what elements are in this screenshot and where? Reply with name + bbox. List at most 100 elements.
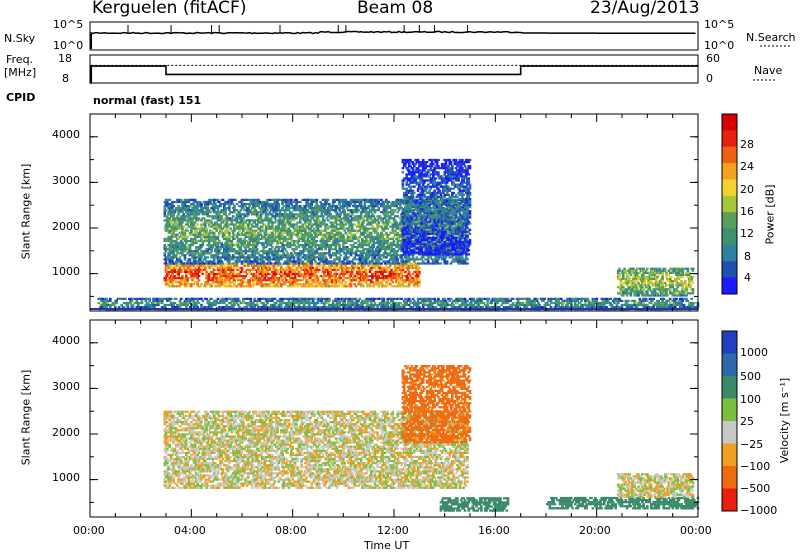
heatmap-cell bbox=[382, 209, 386, 212]
heatmap-cell bbox=[186, 246, 189, 249]
heatmap-cell bbox=[212, 262, 216, 265]
heatmap-cell bbox=[296, 200, 300, 204]
heatmap-cell bbox=[407, 283, 411, 286]
heatmap-cell bbox=[216, 254, 220, 257]
heatmap-cell bbox=[239, 250, 243, 253]
heatmap-cell bbox=[400, 223, 403, 226]
heatmap-cell bbox=[385, 256, 388, 259]
heatmap-cell bbox=[397, 281, 401, 284]
heatmap-cell bbox=[339, 213, 343, 216]
heatmap-cell bbox=[253, 264, 256, 267]
heatmap-cell bbox=[230, 250, 234, 253]
heatmap-cell bbox=[249, 219, 253, 222]
heatmap-cell bbox=[240, 266, 244, 269]
heatmap-cell bbox=[326, 281, 330, 284]
heatmap-cell bbox=[215, 213, 218, 216]
heatmap-cell bbox=[326, 272, 330, 276]
heatmap-cell bbox=[248, 270, 251, 274]
heatmap-cell bbox=[255, 248, 259, 251]
heatmap-cell bbox=[168, 229, 172, 232]
heatmap-cell bbox=[245, 285, 249, 288]
heatmap-cell bbox=[375, 262, 378, 265]
heatmap-cell bbox=[311, 200, 315, 204]
heatmap-cell bbox=[344, 217, 348, 220]
heatmap-cell bbox=[261, 241, 264, 245]
heatmap-cell bbox=[337, 219, 340, 222]
heatmap-cell bbox=[306, 225, 310, 228]
heatmap-cell bbox=[348, 270, 351, 274]
heatmap-cell bbox=[239, 205, 243, 208]
heatmap-cell bbox=[177, 237, 180, 240]
heatmap-cell bbox=[266, 283, 269, 286]
heatmap-cell bbox=[340, 264, 344, 267]
heatmap-cell bbox=[345, 246, 349, 249]
heatmap-cell bbox=[201, 209, 205, 212]
heatmap-cell bbox=[307, 248, 311, 251]
heatmap-cell bbox=[296, 215, 300, 218]
heatmap-cell bbox=[272, 211, 275, 214]
heatmap-cell bbox=[202, 217, 206, 220]
heatmap-cell bbox=[315, 264, 319, 267]
heatmap-cell bbox=[290, 266, 293, 269]
heatmap-cell bbox=[220, 272, 224, 276]
heatmap-cell bbox=[257, 231, 260, 234]
nsky-spikes bbox=[90, 25, 468, 49]
heatmap-cell bbox=[164, 202, 168, 206]
heatmap-cell bbox=[400, 241, 403, 245]
heatmap-cell bbox=[214, 235, 217, 238]
heatmap-cell bbox=[404, 262, 407, 265]
heatmap-cell bbox=[407, 270, 411, 274]
heatmap-cell bbox=[352, 244, 355, 247]
heatmap-cell bbox=[343, 198, 346, 201]
heatmap-cell bbox=[397, 246, 401, 249]
heatmap-cell bbox=[302, 254, 306, 257]
heatmap-cell bbox=[254, 268, 258, 271]
heatmap-cell bbox=[219, 266, 222, 269]
heatmap-cell bbox=[316, 270, 320, 274]
heatmap-cell bbox=[236, 221, 240, 224]
heatmap-cell bbox=[378, 237, 382, 240]
heatmap-cell bbox=[321, 239, 325, 243]
heatmap-cell bbox=[235, 209, 239, 212]
heatmap-cell bbox=[280, 272, 283, 276]
heatmap-cell bbox=[371, 260, 374, 263]
heatmap-cell bbox=[386, 279, 389, 282]
heatmap-cell bbox=[301, 279, 305, 282]
heatmap-cell bbox=[188, 219, 192, 222]
heatmap-cell bbox=[315, 200, 319, 204]
heatmap-cell bbox=[380, 231, 383, 234]
heatmap-cell bbox=[392, 252, 396, 255]
heatmap-cell bbox=[368, 275, 372, 278]
heatmap-cell bbox=[248, 258, 251, 261]
heatmap-cell bbox=[377, 202, 381, 206]
heatmap-cell bbox=[323, 246, 326, 249]
heatmap-cell bbox=[288, 285, 292, 288]
heatmap-cell bbox=[397, 262, 401, 265]
heatmap-cell bbox=[311, 266, 315, 269]
heatmap-cell bbox=[296, 233, 300, 236]
heatmap-cell bbox=[326, 198, 330, 201]
heatmap-cell bbox=[193, 250, 197, 253]
heatmap-cell bbox=[418, 281, 421, 284]
heatmap-cell bbox=[190, 270, 193, 274]
heatmap-cell bbox=[350, 239, 354, 243]
heatmap-cell bbox=[186, 260, 189, 263]
heatmap-cell bbox=[177, 198, 180, 201]
heatmap-cell bbox=[292, 231, 296, 234]
heatmap-cell bbox=[301, 223, 305, 226]
heatmap-cell bbox=[328, 239, 331, 243]
heatmap-cell bbox=[357, 283, 360, 286]
heatmap-cell bbox=[328, 202, 331, 206]
heatmap-cell bbox=[283, 237, 287, 240]
heatmap-cell bbox=[261, 258, 264, 261]
heatmap-cell bbox=[179, 270, 183, 274]
heatmap-cell bbox=[168, 239, 172, 243]
heatmap-cell bbox=[214, 202, 217, 206]
heatmap-cell bbox=[283, 221, 287, 224]
heatmap-cell bbox=[392, 217, 396, 220]
heatmap-cell bbox=[378, 258, 382, 261]
heatmap-cell bbox=[188, 266, 192, 269]
heatmap-cell bbox=[235, 217, 239, 220]
heatmap-cell bbox=[254, 205, 258, 208]
heatmap-cell bbox=[367, 244, 370, 247]
